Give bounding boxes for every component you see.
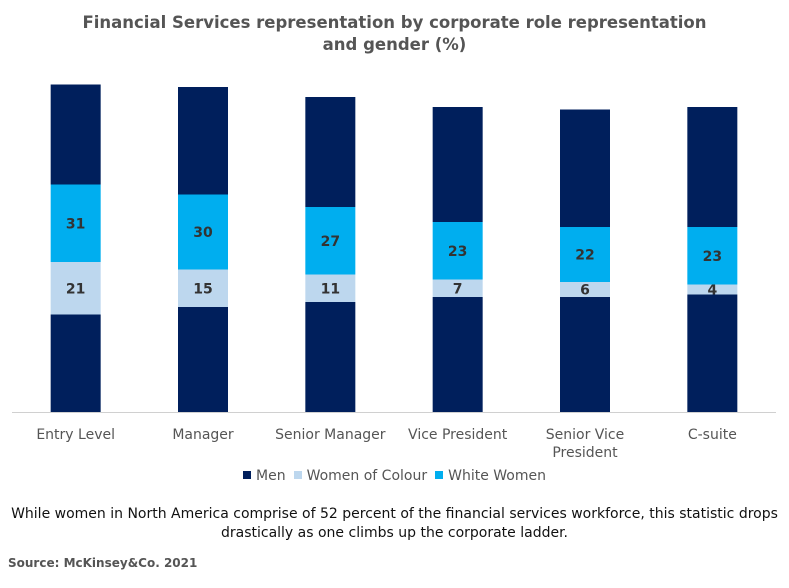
chart-title-line-2: and gender (%): [322, 35, 467, 54]
source-label: Source: McKinsey&Co. 2021: [8, 556, 198, 570]
bar-segment-men: [178, 307, 228, 412]
x-tick-label: Senior Vice: [546, 427, 625, 443]
bar-segment-men: [687, 107, 738, 227]
bar-segment-men: [687, 294, 738, 412]
chart-title: Financial Services representation by cor…: [0, 12, 789, 56]
bar-segment-women-of-colour: [432, 279, 483, 297]
data-label: 30: [193, 225, 213, 241]
bar-segment-white-women: [432, 222, 483, 280]
data-label: 23: [703, 249, 722, 265]
legend-item: White Women: [435, 468, 546, 484]
bar-segment-white-women: [687, 227, 738, 285]
chart-title-line-1: Financial Services representation by cor…: [82, 13, 707, 32]
bar-segment-women-of-colour: [560, 282, 610, 297]
bar-segment-men: [432, 107, 483, 222]
data-label: 15: [193, 281, 212, 297]
x-tick-label: President: [552, 445, 618, 461]
legend-label: Men: [256, 468, 286, 484]
data-label: 11: [321, 281, 340, 297]
bar-segment-women-of-colour: [50, 262, 101, 315]
bar-segment-men: [305, 97, 356, 207]
bar-segment-women-of-colour: [687, 284, 738, 295]
data-label: 21: [66, 281, 85, 297]
legend: Men Women of Colour White Women: [0, 468, 789, 484]
x-tick-label: Manager: [172, 427, 234, 443]
legend-swatch: [243, 471, 251, 479]
data-label: 31: [66, 216, 85, 232]
bar-segment-men: [178, 87, 228, 195]
footnote: While women in North America comprise of…: [11, 506, 778, 541]
data-label: 22: [575, 248, 594, 264]
legend-label: Women of Colour: [306, 468, 428, 484]
legend-swatch: [293, 471, 302, 479]
data-label: 27: [321, 234, 340, 250]
data-label: 7: [453, 281, 463, 297]
bar-segment-white-women: [305, 207, 356, 275]
bar-segment-white-women: [50, 184, 101, 262]
plot-area: 21 31 Entry Level 15 30 Manager 11 27 Senior Man…: [12, 84, 776, 461]
legend-item: Men: [243, 468, 286, 484]
legend-swatch: [435, 471, 444, 479]
data-label: 23: [448, 244, 467, 260]
bar-segment-men: [50, 84, 101, 185]
bar-segment-white-women: [560, 227, 610, 282]
bar-segment-women-of-colour: [305, 274, 356, 302]
x-tick-label: Senior Manager: [275, 427, 386, 443]
data-label: 6: [580, 283, 590, 299]
x-tick-label: Entry Level: [36, 427, 115, 443]
bar-segment-men: [50, 314, 101, 412]
bar-segment-women-of-colour: [178, 269, 228, 307]
x-tick-label: Vice President: [408, 427, 508, 443]
bar-segment-men: [560, 297, 610, 412]
bar-segment-men: [305, 302, 356, 412]
legend-item: Women of Colour: [293, 468, 428, 484]
bar-segment-white-women: [178, 194, 228, 270]
bar-segment-men: [560, 109, 610, 227]
data-label: 4: [707, 283, 717, 299]
x-tick-label: C-suite: [688, 427, 737, 443]
bar-segment-men: [432, 297, 483, 412]
legend-label: White Women: [448, 468, 546, 484]
